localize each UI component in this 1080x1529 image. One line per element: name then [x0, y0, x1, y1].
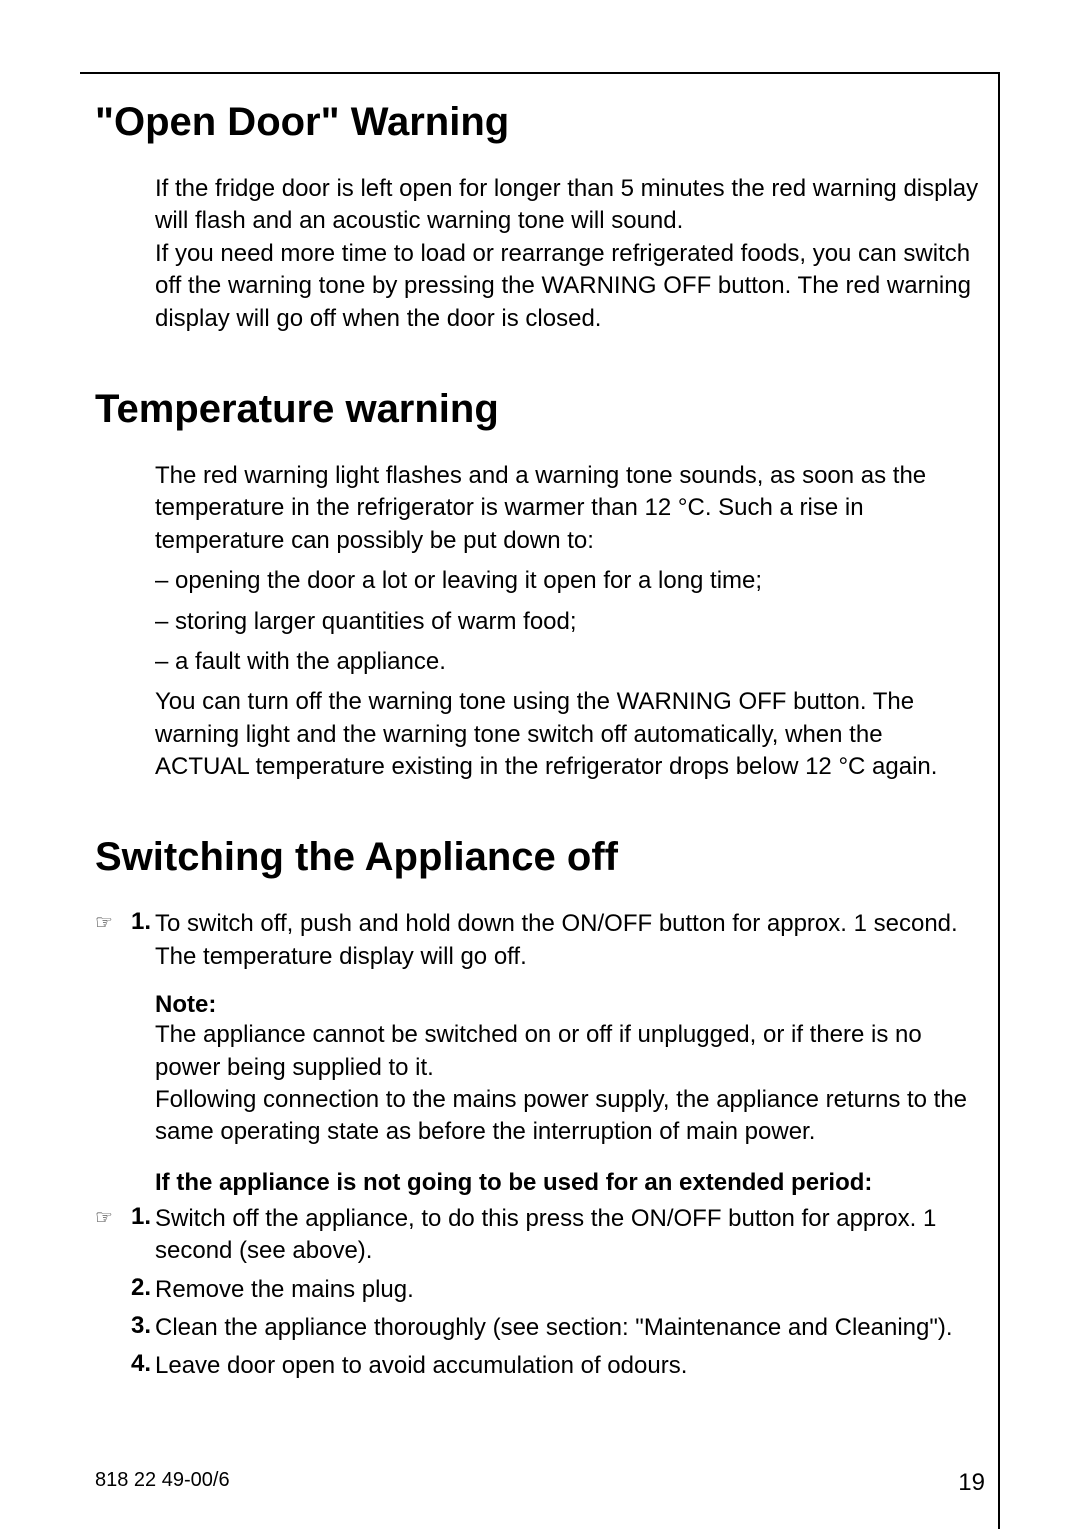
heading-open-door: "Open Door" Warning	[95, 100, 980, 145]
step-number: 1.	[131, 908, 155, 936]
page-number: 19	[958, 1469, 985, 1497]
page-footer: 818 22 49-00/6 19	[95, 1469, 985, 1497]
step-number: 4.	[131, 1350, 155, 1378]
step-row: ☞ 1. To switch off, push and hold down t…	[95, 908, 980, 973]
temp-warning-bullet: – storing larger quantities of warm food…	[155, 606, 980, 638]
open-door-paragraph: If the fridge door is left open for long…	[155, 173, 980, 335]
note-label: Note:	[155, 991, 980, 1019]
pointing-hand-icon: ☞	[95, 1203, 131, 1230]
step-row: 4. Leave door open to avoid accumulation…	[131, 1350, 980, 1382]
temp-warning-bullet: – opening the door a lot or leaving it o…	[155, 565, 980, 597]
temp-warning-para1: The red warning light flashes and a warn…	[155, 460, 980, 557]
step-text: Leave door open to avoid accumulation of…	[155, 1350, 980, 1382]
note-body: The appliance cannot be switched on or o…	[155, 1019, 980, 1149]
temp-warning-para2: You can turn off the warning tone using …	[155, 686, 980, 783]
step-number: 3.	[131, 1312, 155, 1340]
step-row: 2. Remove the mains plug.	[131, 1274, 980, 1306]
step-text: Remove the mains plug.	[155, 1274, 980, 1306]
temp-warning-bullet: – a fault with the appliance.	[155, 646, 980, 678]
extended-period-heading: If the appliance is not going to be used…	[155, 1169, 980, 1197]
step-row: 3. Clean the appliance thoroughly (see s…	[131, 1312, 980, 1344]
step-text: Clean the appliance thoroughly (see sect…	[155, 1312, 980, 1344]
heading-temperature-warning: Temperature warning	[95, 387, 980, 432]
doc-code: 818 22 49-00/6	[95, 1469, 230, 1497]
step-number: 2.	[131, 1274, 155, 1302]
page-content: "Open Door" Warning If the fridge door i…	[95, 100, 980, 1449]
step-text: Switch off the appliance, to do this pre…	[155, 1203, 980, 1268]
step-number: 1.	[131, 1203, 155, 1231]
heading-switch-off: Switching the Appliance off	[95, 835, 980, 880]
pointing-hand-icon: ☞	[95, 908, 131, 935]
step-text: To switch off, push and hold down the ON…	[155, 908, 980, 973]
step-row: ☞ 1. Switch off the appliance, to do thi…	[95, 1203, 980, 1268]
